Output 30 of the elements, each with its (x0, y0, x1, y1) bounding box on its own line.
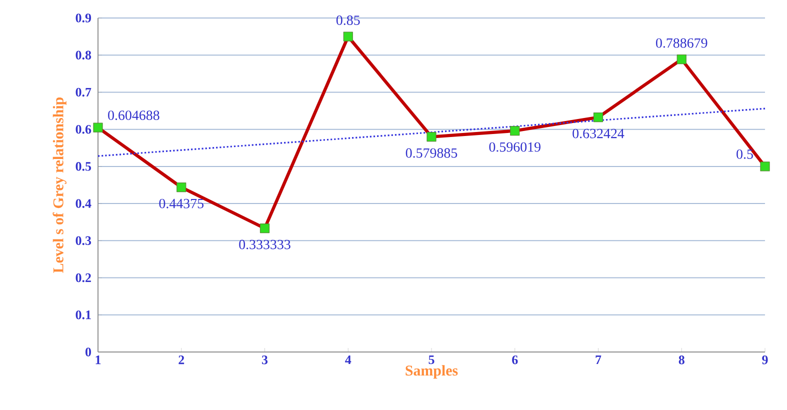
data-label: 0.5 (736, 149, 753, 159)
x-tick-label: 8 (678, 356, 684, 364)
x-tick-label: 5 (428, 356, 434, 364)
x-axis-title: Samples (406, 365, 458, 379)
y-tick-label: 0.1 (76, 310, 91, 320)
x-tick-label: 4 (345, 356, 352, 364)
data-label: 0.44375 (159, 198, 204, 208)
y-tick-label: 0 (86, 348, 91, 356)
x-tick-label: 6 (512, 356, 518, 364)
x-tick-label: 3 (262, 356, 268, 364)
data-label: 0.788679 (656, 38, 708, 48)
y-tick-label: 0.2 (76, 273, 91, 282)
x-tick-label: 7 (596, 356, 602, 364)
data-label: 0.85 (336, 16, 360, 26)
y-tick-label: 0.8 (76, 50, 92, 60)
data-label: 0.333333 (239, 240, 290, 250)
x-tick-label: 9 (762, 356, 768, 364)
y-tick-label: 0.5 (76, 162, 92, 171)
x-tick-label: 1 (96, 356, 101, 364)
y-tick-label: 0.7 (76, 88, 92, 97)
data-label: 0.604688 (108, 110, 160, 120)
y-tick-label: 0.9 (76, 14, 92, 22)
data-label: 0.579885 (406, 148, 458, 158)
y-axis-title: Level s of Grey relationship (52, 97, 66, 273)
x-tick-label: 2 (178, 356, 184, 364)
y-tick-label: 0.4 (76, 199, 92, 208)
data-label: 0.632424 (572, 128, 624, 138)
y-tick-label: 0.3 (76, 236, 92, 246)
y-tick-label: 0.6 (76, 124, 92, 134)
data-label: 0.596019 (489, 142, 540, 152)
